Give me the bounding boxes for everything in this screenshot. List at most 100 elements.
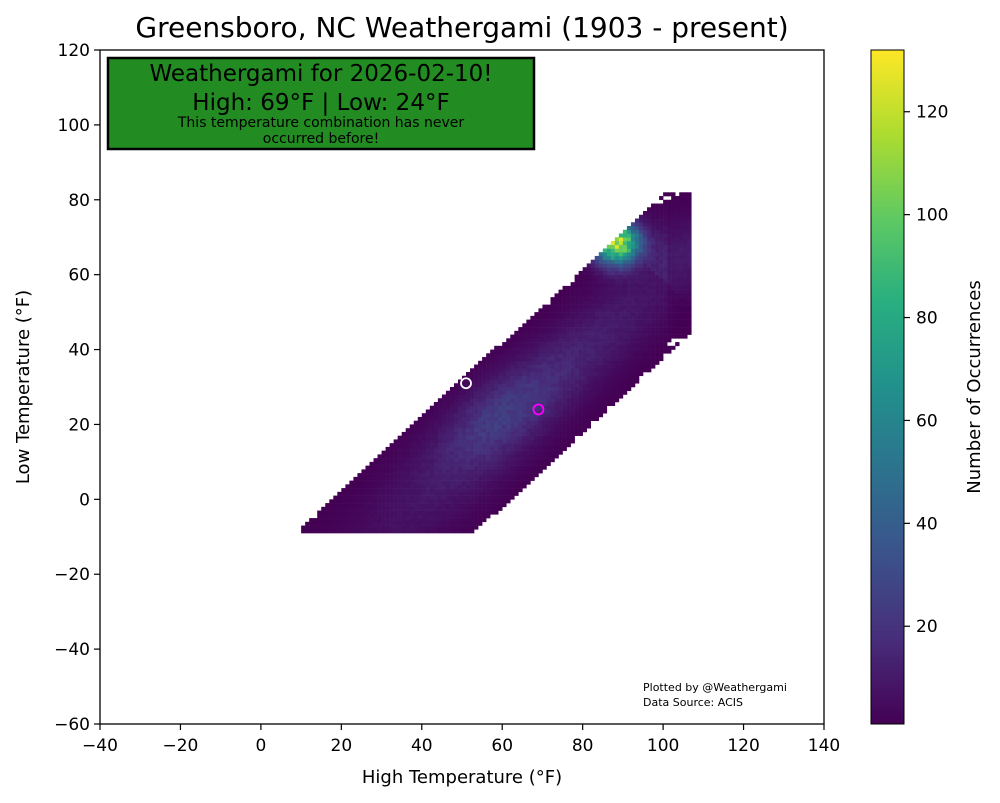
heatmap-cell	[349, 495, 354, 500]
heatmap-cell	[622, 312, 628, 317]
heatmap-cell	[409, 510, 415, 515]
heatmap-cell	[433, 469, 439, 474]
heatmap-cell	[651, 353, 656, 358]
heatmap-cell	[542, 465, 547, 470]
heatmap-cell	[671, 270, 676, 275]
heatmap-cell	[638, 267, 644, 272]
heatmap-cell	[647, 248, 652, 253]
heatmap-cell	[470, 375, 475, 380]
heatmap-cell	[401, 446, 406, 451]
heatmap-cell	[602, 270, 608, 275]
heatmap-cell	[494, 488, 499, 493]
heatmap-cell	[618, 387, 624, 392]
heatmap-cell	[421, 439, 427, 444]
heatmap-cell	[417, 514, 423, 519]
heatmap-cell	[502, 387, 507, 392]
heatmap-cell	[490, 379, 495, 384]
heatmap-cell	[494, 465, 499, 470]
heatmap-cell	[683, 297, 688, 302]
heatmap-cell	[365, 495, 370, 500]
heatmap-cell	[449, 450, 455, 455]
heatmap-cell	[618, 282, 624, 287]
heatmap-cell	[397, 446, 402, 451]
heatmap-cell	[393, 480, 398, 485]
heatmap-cell	[618, 383, 624, 388]
heatmap-cell	[586, 334, 592, 339]
heatmap-cell	[510, 368, 515, 373]
heatmap-cell	[502, 439, 507, 444]
heatmap-cell	[397, 469, 402, 474]
heatmap-cell	[405, 491, 411, 496]
heatmap-cell	[510, 398, 515, 403]
heatmap-cell	[663, 225, 668, 231]
heatmap-cell	[626, 278, 632, 283]
heatmap-cell	[610, 375, 616, 380]
heatmap-cell	[647, 304, 652, 309]
heatmap-cell	[610, 379, 616, 384]
heatmap-cell	[626, 349, 632, 354]
heatmap-cell	[659, 233, 664, 238]
heatmap-cell	[482, 458, 487, 463]
heatmap-cell	[598, 327, 604, 332]
heatmap-cell	[470, 518, 475, 523]
heatmap-cell	[397, 491, 402, 496]
heatmap-cell	[610, 248, 616, 253]
heatmap-cell	[643, 323, 648, 328]
heatmap-cell	[542, 398, 547, 403]
heatmap-cell	[626, 225, 632, 231]
heatmap-cell	[634, 282, 640, 287]
heatmap-cell	[687, 297, 692, 302]
heatmap-cell	[562, 435, 567, 440]
heatmap-cell	[643, 330, 648, 335]
heatmap-cell	[554, 420, 559, 425]
heatmap-cell	[598, 282, 604, 287]
heatmap-cell	[421, 480, 427, 485]
heatmap-cell	[679, 222, 684, 227]
heatmap-cell	[566, 308, 571, 313]
heatmap-cell	[413, 525, 419, 530]
heatmap-cell	[638, 270, 644, 275]
heatmap-cell	[413, 521, 419, 526]
heatmap-cell	[449, 506, 455, 511]
heatmap-cell	[510, 480, 515, 485]
heatmap-cell	[570, 315, 575, 320]
heatmap-cell	[381, 476, 386, 481]
heatmap-cell	[671, 229, 676, 234]
heatmap-cell	[671, 233, 676, 238]
heatmap-cell	[574, 409, 579, 414]
heatmap-cell	[401, 521, 406, 526]
heatmap-cell	[566, 409, 571, 414]
heatmap-cell	[377, 488, 382, 493]
heatmap-cell	[498, 503, 503, 508]
heatmap-cell	[630, 379, 636, 384]
heatmap-cell	[397, 525, 402, 530]
heatmap-cell	[554, 372, 559, 377]
heatmap-cell	[578, 405, 583, 410]
heatmap-cell	[349, 525, 354, 530]
heatmap-cell	[586, 416, 592, 421]
heatmap-cell	[626, 293, 632, 298]
heatmap-cell	[550, 300, 555, 305]
heatmap-cell	[671, 345, 676, 350]
heatmap-cell	[618, 353, 624, 358]
heatmap-cell	[393, 488, 398, 493]
heatmap-cell	[546, 461, 551, 466]
heatmap-cell	[494, 420, 499, 425]
heatmap-cell	[381, 454, 386, 459]
heatmap-cell	[634, 345, 640, 350]
heatmap-cell	[598, 345, 604, 350]
heatmap-cell	[393, 484, 398, 489]
heatmap-cell	[534, 315, 539, 320]
heatmap-cell	[643, 252, 648, 257]
heatmap-cell	[638, 278, 644, 283]
heatmap-cell	[562, 420, 567, 425]
heatmap-cell	[433, 488, 439, 493]
heatmap-cell	[393, 510, 398, 515]
heatmap-cell	[663, 312, 668, 317]
heatmap-cell	[687, 285, 692, 290]
heatmap-cell	[518, 375, 523, 380]
heatmap-cell	[671, 207, 676, 212]
heatmap-cell	[590, 270, 596, 275]
heatmap-cell	[457, 510, 463, 515]
heatmap-cell	[482, 387, 487, 392]
